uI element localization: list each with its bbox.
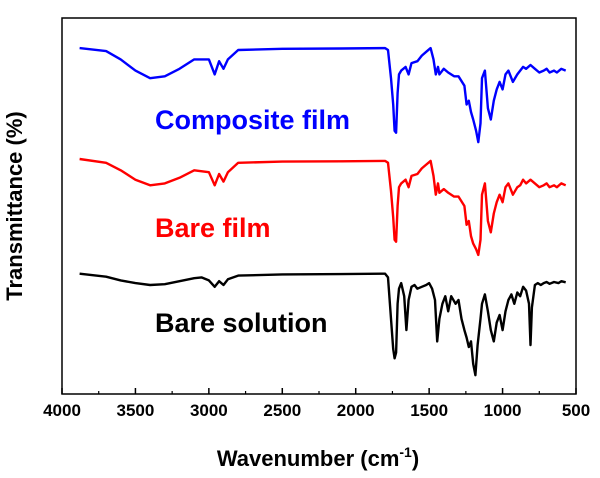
y-axis-title: Transmittance (%) [2,111,27,301]
x-tick-label-1500: 1500 [410,401,448,420]
series-line-1 [79,157,567,257]
x-axis-title-close: ) [412,446,419,471]
x-tick-label-500: 500 [562,401,590,420]
series-label-2: Bare solution [155,308,328,338]
series-label-1: Bare film [155,213,271,243]
x-axis-title-sup: -1 [399,444,412,460]
x-tick-label-3000: 3000 [190,401,228,420]
x-tick-label-4000: 4000 [43,401,81,420]
x-tick-labels: 4000 3500 3000 2500 2000 1500 1000 500 [43,401,590,420]
x-tick-label-3500: 3500 [117,401,155,420]
x-tick-label-2000: 2000 [337,401,375,420]
series-labels: Composite film Bare film Bare solution [155,105,350,338]
series-line-0 [79,46,567,144]
x-tick-label-1000: 1000 [484,401,522,420]
plot-lines [79,46,567,377]
x-axis-title-main: Wavenumber (cm [217,446,400,471]
series-label-0: Composite film [155,105,350,135]
series-line-2 [79,272,566,377]
x-tick-label-2500: 2500 [263,401,301,420]
x-axis-title: Wavenumber (cm-1) [217,444,419,471]
x-ticks [61,388,577,394]
